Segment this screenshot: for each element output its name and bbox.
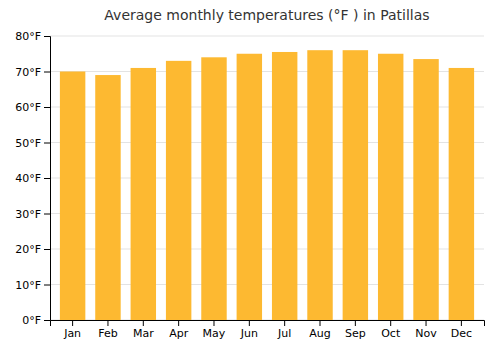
y-tick: 40°F [15,172,50,185]
tick-label: 50°F [15,137,41,150]
tick-mark [72,320,73,326]
y-tick: 10°F [15,279,50,292]
tick-mark [44,107,50,108]
tick-mark [44,249,50,250]
tick-mark [44,214,50,215]
tick-label: 40°F [15,172,41,185]
tick-label: 80°F [15,30,41,43]
grid-line [50,36,484,37]
x-tick: Sep [345,320,366,340]
tick-mark [355,320,356,326]
bar [343,50,368,320]
tick-mark [44,72,50,73]
tick-mark [143,320,144,326]
y-tick: 30°F [15,208,50,221]
tick-mark [44,178,50,179]
title: Average monthly temperatures (°F ) in Pa… [104,7,429,23]
tick-mark [213,320,214,326]
axis-line [44,37,51,321]
tick-mark [320,320,321,326]
y-axis: 0°F 10°F 20°F 30°F 40°F 50°F 60°F 70°F 80°F [15,30,50,327]
chart: 0°F 10°F 20°F 30°F 40°F 50°F 60°F 70°F 80°F Jan Fe… [0,0,500,350]
tick-label: Apr [169,327,189,340]
tick-label: 20°F [15,243,41,256]
tick-label: Mar [133,327,154,340]
tick-mark [249,320,250,326]
bar [131,68,156,320]
tick-label: 70°F [15,66,41,79]
tick-label: 0°F [22,314,41,327]
tick-mark [107,320,108,326]
tick-label: Aug [309,327,330,340]
bar [449,68,474,320]
tick-mark [461,320,462,326]
tick-mark [178,320,179,326]
y-tick: 0°F [22,314,50,327]
tick-label: 30°F [15,208,41,221]
x-tick: Jan [63,320,81,340]
tick-label: Dec [451,327,472,340]
plot-area [60,50,474,320]
x-tick: Jun [240,320,258,340]
bar [307,50,332,320]
x-tick: May [203,320,226,340]
x-tick: Apr [169,320,189,340]
tick-mark [44,320,50,321]
x-tick: Feb [98,320,117,340]
y-tick: 20°F [15,243,50,256]
bar [378,54,403,320]
bar [95,75,120,320]
bar [60,72,85,321]
bar [201,57,226,320]
bar [413,59,438,320]
y-tick: 50°F [15,137,50,150]
y-tick: 80°F [15,30,50,43]
y-tick: 70°F [15,66,50,79]
x-tick: Jul [277,320,291,340]
tick-mark [284,320,285,326]
tick-mark [44,285,50,286]
grid [50,36,484,320]
tick-label: May [203,327,226,340]
tick-label: Jan [63,327,81,340]
tick-mark [390,320,391,326]
tick-label: Jul [277,327,291,340]
y-tick: 60°F [15,101,50,114]
bar [166,61,191,320]
tick-label: 60°F [15,101,41,114]
x-tick: Mar [133,320,154,340]
x-tick: Oct [381,320,401,340]
tick-label: Nov [415,327,437,340]
x-tick: Aug [309,320,330,340]
tick-label: Sep [345,327,366,340]
tick-mark [44,36,50,37]
x-tick: Nov [415,320,437,340]
tick-label: Feb [98,327,117,340]
tick-mark [44,143,50,144]
bar [237,54,262,320]
x-tick: Dec [451,320,472,340]
axis-line [51,321,485,327]
tick-label: 10°F [15,279,41,292]
bar [272,52,297,320]
x-axis: Jan Feb Mar Apr May Jun Jul Aug Sep Oct Nov Dec [51,320,485,340]
tick-label: Jun [240,327,258,340]
tick-mark [426,320,427,326]
tick-label: Oct [381,327,401,340]
